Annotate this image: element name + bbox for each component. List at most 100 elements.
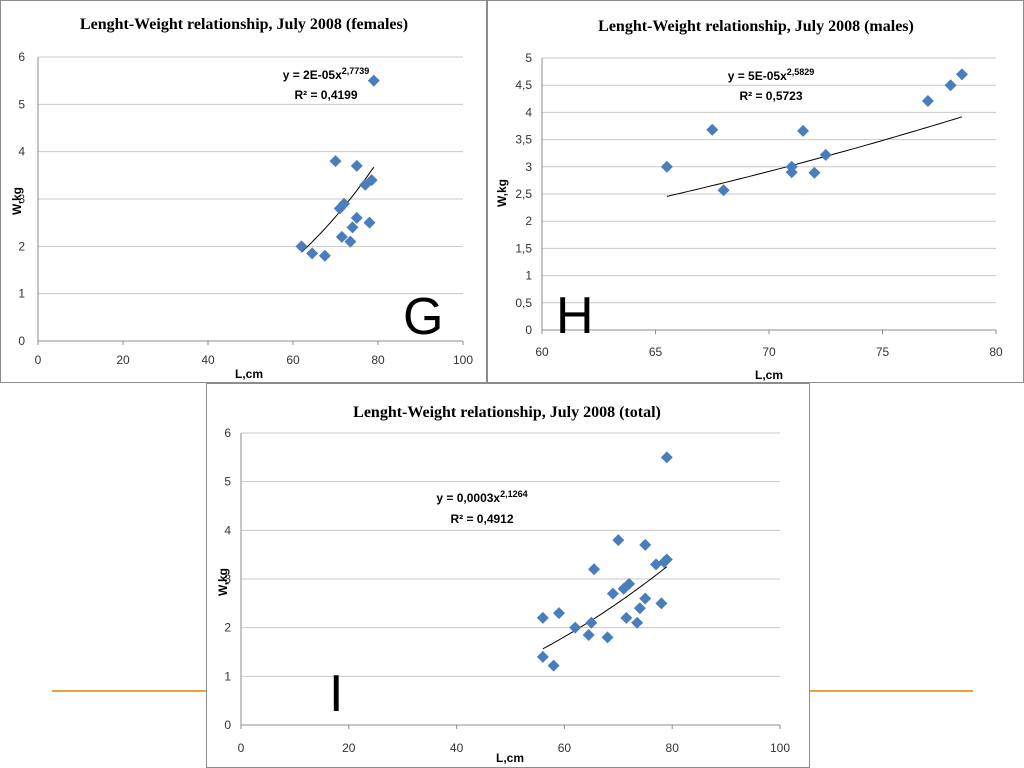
y-tick-label: 4 — [525, 105, 532, 119]
y-tick-label: 0 — [525, 323, 532, 337]
data-point — [660, 451, 673, 464]
chart-females: Lenght-Weight relationship, July 2008 (f… — [10, 16, 473, 381]
y-tick-label: 6 — [18, 50, 25, 64]
x-tick-label: 75 — [876, 345, 890, 359]
data-point — [553, 607, 566, 620]
trendline-equation: y = 5E-05x2,5829 — [728, 67, 815, 83]
y-tick-label: 4 — [224, 523, 231, 537]
data-point — [944, 79, 957, 92]
y-axis-label: W,kg — [10, 187, 24, 215]
data-point — [547, 659, 560, 672]
x-tick-label: 60 — [286, 353, 300, 367]
data-point — [660, 160, 673, 173]
data-point — [717, 184, 730, 197]
data-point — [582, 628, 595, 641]
data-point — [367, 74, 380, 87]
data-point — [706, 123, 719, 136]
y-tick-label: 1 — [525, 269, 532, 283]
data-point — [639, 592, 652, 605]
x-tick-label: 70 — [762, 345, 776, 359]
data-point — [569, 621, 582, 634]
data-point — [363, 216, 376, 229]
data-point — [819, 148, 832, 161]
data-point — [797, 124, 810, 137]
x-tick-label: 65 — [649, 345, 663, 359]
data-point — [338, 197, 350, 210]
x-tick-label: 40 — [201, 353, 215, 367]
data-point — [536, 611, 549, 624]
chart-panel-females: Lenght-Weight relationship, July 2008 (f… — [0, 0, 487, 383]
x-tick-label: 0 — [238, 741, 245, 755]
data-point — [585, 616, 598, 629]
x-tick-label: 80 — [666, 741, 680, 755]
x-axis-label: L,cm — [496, 751, 524, 765]
data-point — [612, 534, 625, 547]
panel-letter: I — [329, 665, 343, 723]
y-tick-label: 2 — [18, 239, 25, 253]
x-tick-label: 0 — [35, 353, 42, 367]
y-tick-label: 0,5 — [515, 296, 532, 310]
chart-panel-total: Lenght-Weight relationship, July 2008 (t… — [206, 383, 810, 768]
data-point — [955, 68, 968, 81]
y-tick-label: 5 — [18, 97, 25, 111]
r-squared-label: R² = 0,4912 — [450, 512, 513, 526]
x-tick-label: 100 — [770, 741, 790, 755]
y-tick-label: 1,5 — [515, 241, 532, 255]
x-tick-label: 80 — [371, 353, 385, 367]
y-tick-label: 2 — [525, 214, 532, 228]
y-axis-label: W,kg — [216, 568, 230, 596]
data-point — [660, 553, 673, 566]
y-tick-label: 3 — [224, 572, 231, 586]
y-tick-label: 3 — [18, 192, 25, 206]
y-tick-label: 2,5 — [515, 187, 532, 201]
chart-title: Lenght-Weight relationship, July 2008 (t… — [353, 404, 661, 421]
chart-title: Lenght-Weight relationship, July 2008 (f… — [80, 16, 408, 33]
trendline — [542, 566, 668, 650]
r-squared-label: R² = 0,4199 — [294, 88, 357, 102]
y-tick-label: 1 — [224, 669, 231, 683]
data-point — [808, 166, 821, 179]
data-point — [318, 249, 331, 262]
data-point — [329, 155, 342, 168]
data-point — [536, 650, 549, 663]
data-point — [588, 563, 601, 576]
chart-total: Lenght-Weight relationship, July 2008 (t… — [216, 404, 790, 765]
x-axis-label: L,cm — [235, 367, 263, 381]
y-tick-label: 0 — [18, 334, 25, 348]
data-point — [655, 597, 668, 610]
data-point — [633, 602, 646, 615]
data-point — [306, 247, 319, 260]
y-tick-label: 2 — [224, 621, 231, 635]
data-point — [601, 631, 614, 644]
data-point — [350, 159, 363, 172]
y-tick-label: 0 — [224, 718, 231, 732]
chart-title: Lenght-Weight relationship, July 2008 (m… — [598, 18, 914, 35]
data-point — [346, 221, 359, 234]
trendline-equation: y = 0,0003x2,1264 — [436, 489, 527, 505]
panel-letter: H — [556, 287, 594, 345]
x-axis-label: L,cm — [755, 368, 783, 382]
data-point — [639, 538, 652, 551]
y-tick-label: 4,5 — [515, 78, 532, 92]
data-point — [623, 577, 636, 590]
chart-males: Lenght-Weight relationship, July 2008 (m… — [495, 18, 1003, 382]
data-point — [335, 230, 348, 243]
y-axis-label: W,kg — [495, 179, 509, 207]
data-point — [350, 211, 363, 224]
data-point — [295, 240, 308, 253]
chart-panel-males: Lenght-Weight relationship, July 2008 (m… — [487, 0, 1024, 383]
data-point — [785, 166, 798, 179]
y-tick-label: 6 — [224, 426, 231, 440]
data-point — [344, 235, 357, 248]
trendline — [666, 116, 963, 197]
data-point — [921, 94, 934, 107]
x-tick-label: 60 — [535, 345, 549, 359]
x-tick-label: 20 — [342, 741, 356, 755]
y-tick-label: 4 — [18, 145, 25, 159]
data-point — [631, 616, 644, 629]
data-point — [606, 587, 619, 600]
data-point — [365, 174, 378, 187]
y-tick-label: 3,5 — [515, 133, 532, 147]
x-tick-label: 60 — [558, 741, 572, 755]
r-squared-label: R² = 0,5723 — [739, 89, 802, 103]
